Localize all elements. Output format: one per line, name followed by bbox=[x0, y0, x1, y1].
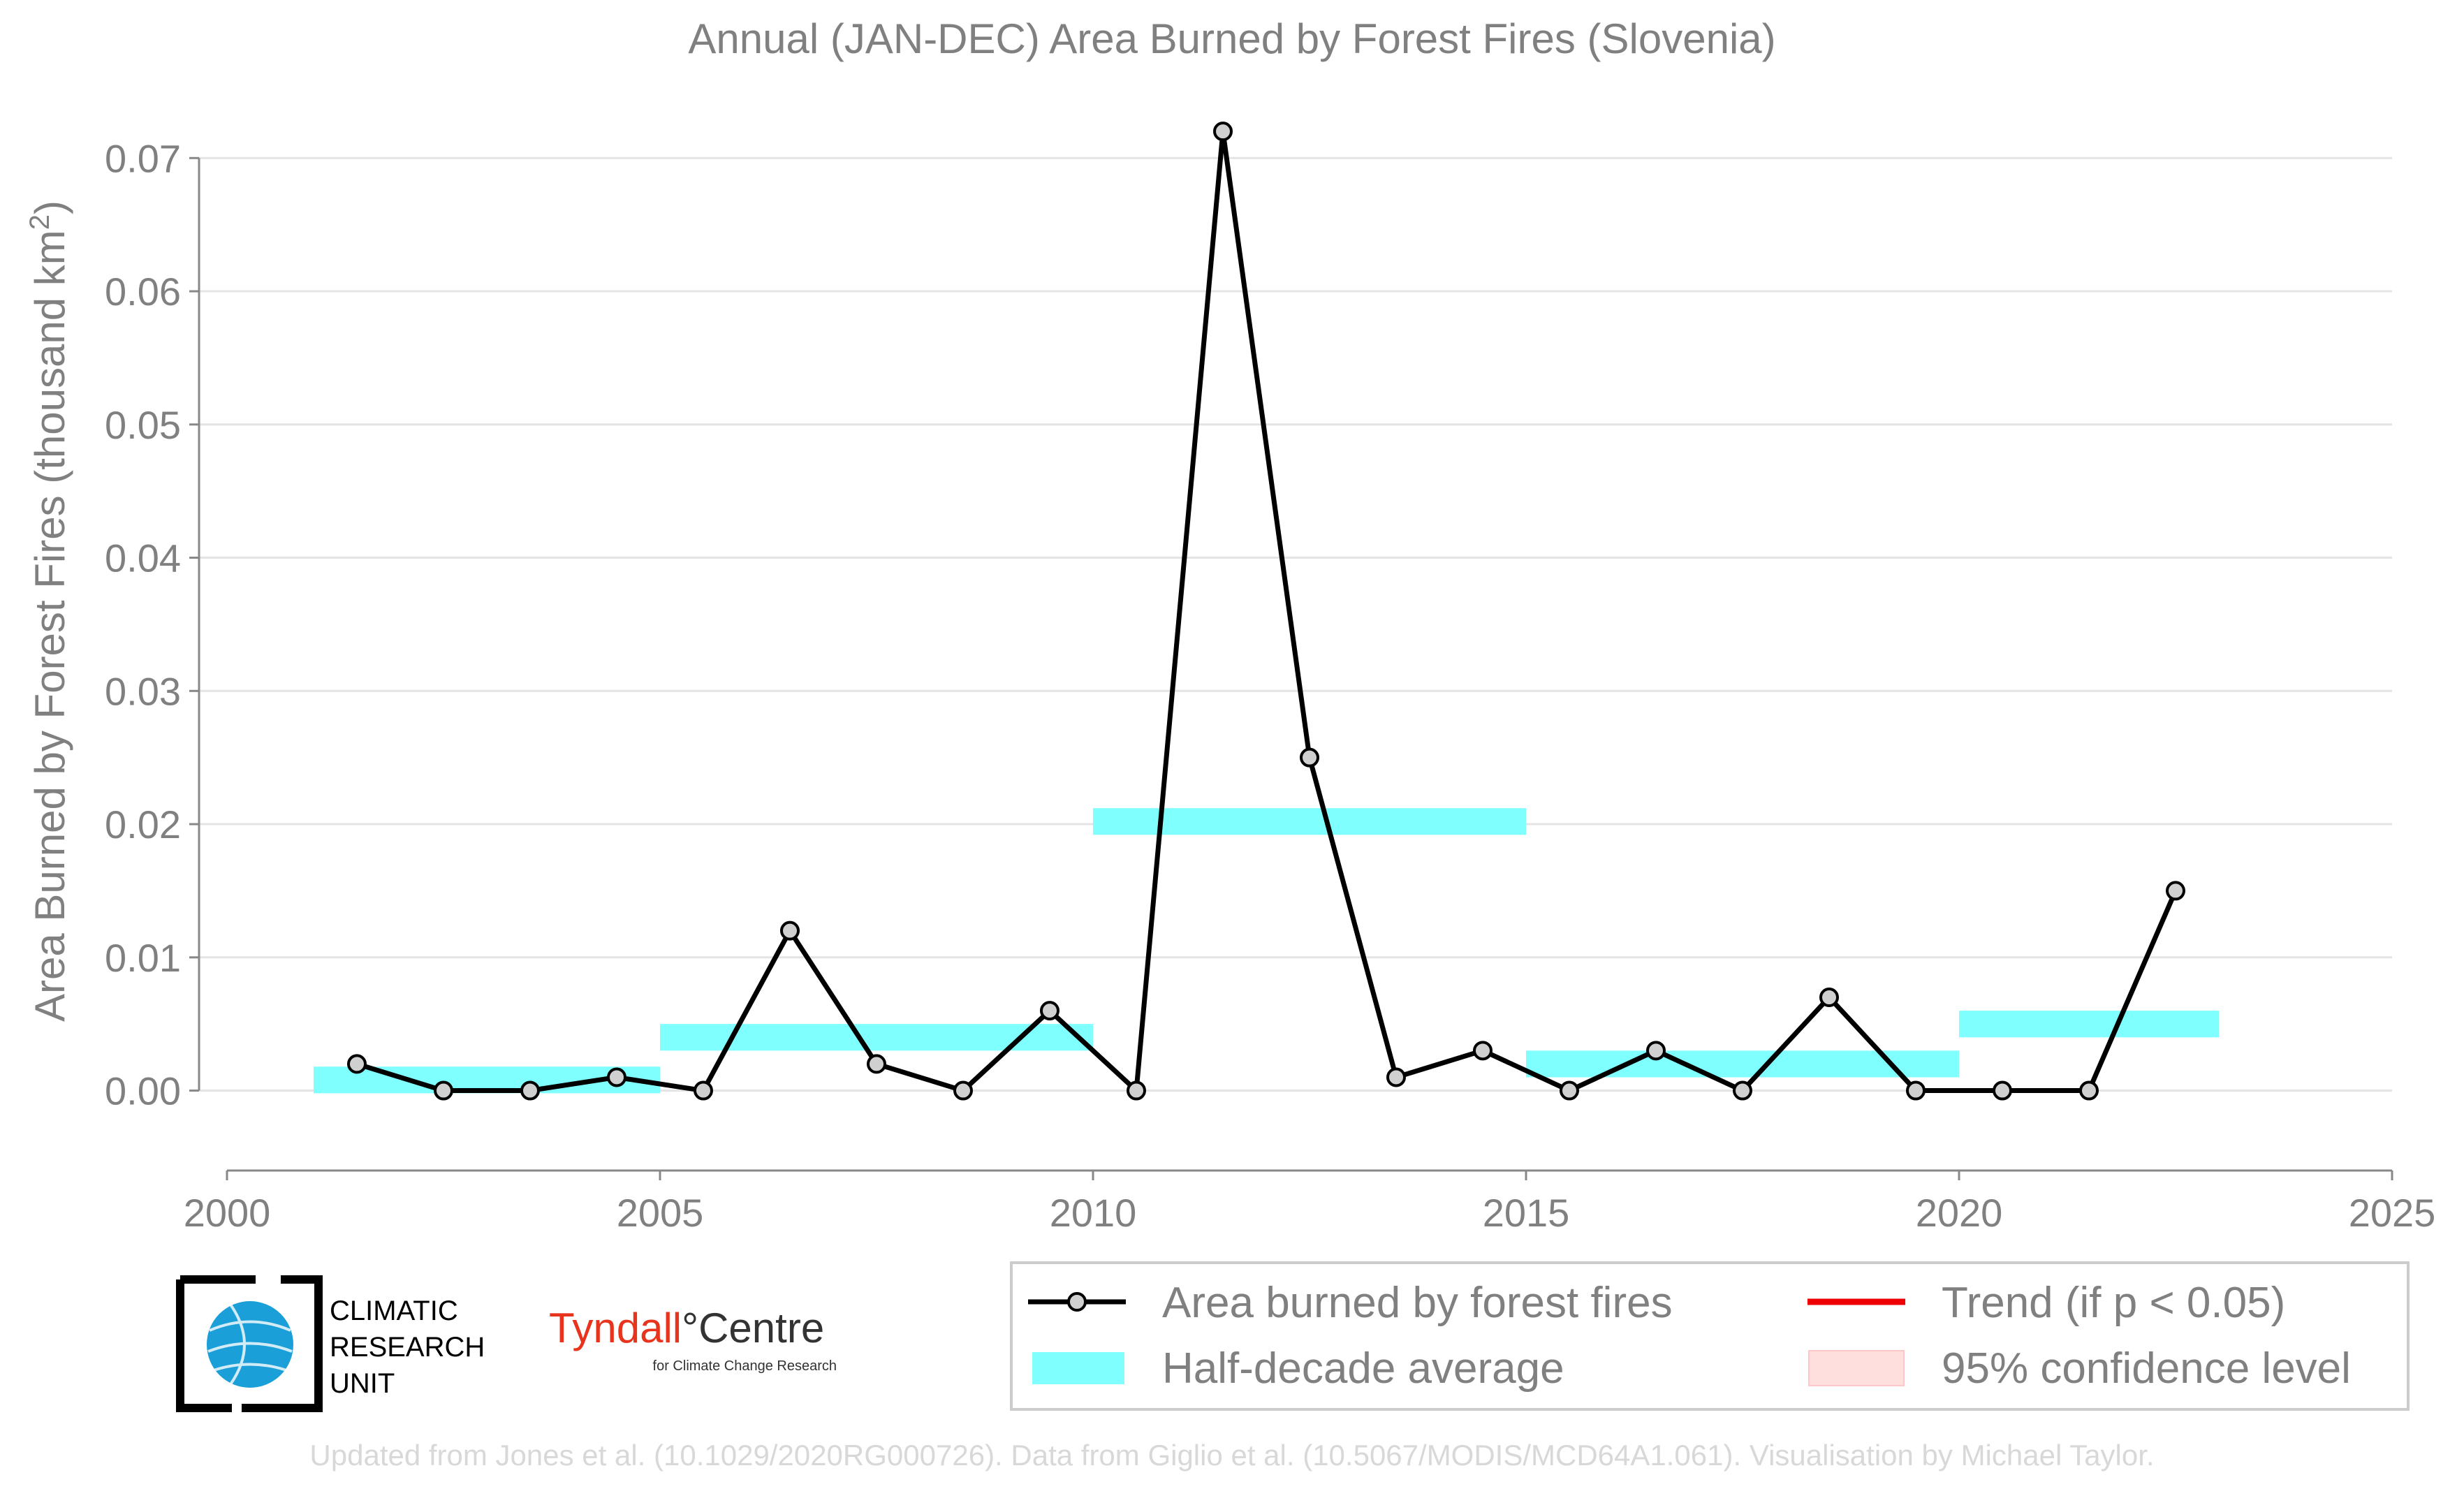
data-point bbox=[347, 1054, 367, 1074]
cru-logo-line2: RESEARCH bbox=[330, 1332, 485, 1363]
legend-ci-swatch bbox=[1808, 1350, 1905, 1386]
cru-logo-bracket-right bbox=[242, 1275, 323, 1412]
data-point bbox=[1819, 988, 1839, 1008]
data-point bbox=[1040, 1001, 1059, 1021]
legend-label-line: Area burned by forest fires bbox=[1162, 1279, 1673, 1327]
cru-logo-bracket-left bbox=[176, 1275, 256, 1412]
y-tick-label: 0.06 bbox=[105, 270, 181, 314]
legend-band-swatch bbox=[1032, 1352, 1124, 1384]
data-point bbox=[1473, 1041, 1493, 1061]
data-point bbox=[1646, 1041, 1666, 1061]
data-point bbox=[1386, 1067, 1406, 1087]
data-point bbox=[1127, 1080, 1146, 1101]
data-point bbox=[2166, 881, 2185, 901]
series-line bbox=[355, 129, 2178, 1094]
cru-logo-line3: UNIT bbox=[330, 1368, 395, 1399]
y-axis-label-main: Area Burned by Forest Fires (thousand km bbox=[27, 230, 73, 1022]
data-point bbox=[780, 920, 800, 941]
x-tick-label: 2010 bbox=[1050, 1191, 1137, 1235]
y-tick-label: 0.05 bbox=[105, 403, 181, 447]
data-point bbox=[1560, 1080, 1579, 1101]
y-tick-label: 0.02 bbox=[105, 802, 181, 846]
x-tick-label: 2025 bbox=[2349, 1191, 2436, 1235]
y-tick-label: 0.01 bbox=[105, 936, 181, 980]
legend-label-band: Half-decade average bbox=[1162, 1344, 1564, 1393]
data-point bbox=[1300, 747, 1319, 768]
y-tick-label: 0.03 bbox=[105, 669, 181, 713]
x-tick-label: 2000 bbox=[184, 1191, 271, 1235]
x-tick-labels: 2000 2005 2010 2015 2020 2025 bbox=[184, 1191, 2436, 1235]
data-point bbox=[953, 1080, 973, 1101]
data-point bbox=[694, 1080, 713, 1101]
tyndall-logo-part1: Tyndall bbox=[549, 1305, 682, 1351]
data-point bbox=[1906, 1080, 1926, 1101]
chart-title: Annual (JAN-DEC) Area Burned by Forest F… bbox=[688, 15, 1775, 62]
x-tick-label: 2005 bbox=[617, 1191, 704, 1235]
data-point bbox=[434, 1080, 453, 1101]
y-tick-labels: 0.00 0.01 0.02 0.03 0.04 0.05 0.06 0.07 bbox=[105, 136, 181, 1113]
tyndall-logo-title: Tyndall°Centre bbox=[549, 1305, 824, 1351]
grid-lines bbox=[199, 156, 2392, 1092]
data-point bbox=[1993, 1080, 2012, 1101]
credit-line: Updated from Jones et al. (10.1029/2020R… bbox=[309, 1439, 2154, 1472]
legend-label-trend: Trend (if p < 0.05) bbox=[1942, 1279, 2285, 1327]
legend-line-marker bbox=[1067, 1292, 1087, 1312]
data-point bbox=[2079, 1080, 2099, 1101]
y-tick-label: 0.04 bbox=[105, 536, 181, 580]
legend-box bbox=[1010, 1261, 2410, 1411]
half-decade-band bbox=[1959, 1011, 2219, 1038]
half-decade-band bbox=[1526, 1050, 1959, 1078]
legend: Area burned by forest fires Trend (if p … bbox=[1010, 1261, 2410, 1411]
data-point bbox=[520, 1080, 540, 1101]
x-tick-label: 2015 bbox=[1483, 1191, 1570, 1235]
legend-label-ci: 95% confidence level bbox=[1942, 1344, 2351, 1393]
half-decade-bands bbox=[314, 808, 2219, 1094]
x-tick-label: 2020 bbox=[1916, 1191, 2003, 1235]
data-point bbox=[607, 1067, 626, 1087]
half-decade-band bbox=[1093, 808, 1526, 835]
y-tick-label: 0.07 bbox=[105, 136, 181, 180]
tyndall-logo-part2: °Centre bbox=[682, 1305, 824, 1351]
tyndall-logo: Tyndall°Centre for Climate Change Resear… bbox=[549, 1305, 837, 1374]
data-point bbox=[867, 1054, 886, 1074]
axes bbox=[189, 156, 2393, 1180]
cru-logo: CLIMATIC RESEARCH UNIT bbox=[176, 1275, 485, 1412]
data-point bbox=[1733, 1080, 1752, 1101]
y-tick-label: 0.00 bbox=[105, 1069, 181, 1113]
series-area-burned bbox=[347, 122, 2185, 1101]
cru-logo-line1: CLIMATIC bbox=[330, 1296, 458, 1326]
globe-icon-lines bbox=[207, 1303, 293, 1386]
y-axis-label-close: ) bbox=[27, 200, 73, 214]
y-axis-label-sup: 2 bbox=[24, 214, 55, 230]
data-point bbox=[1213, 122, 1233, 142]
y-axis-label: Area Burned by Forest Fires (thousand km… bbox=[24, 200, 73, 1022]
tyndall-logo-subtitle: for Climate Change Research bbox=[653, 1358, 837, 1374]
